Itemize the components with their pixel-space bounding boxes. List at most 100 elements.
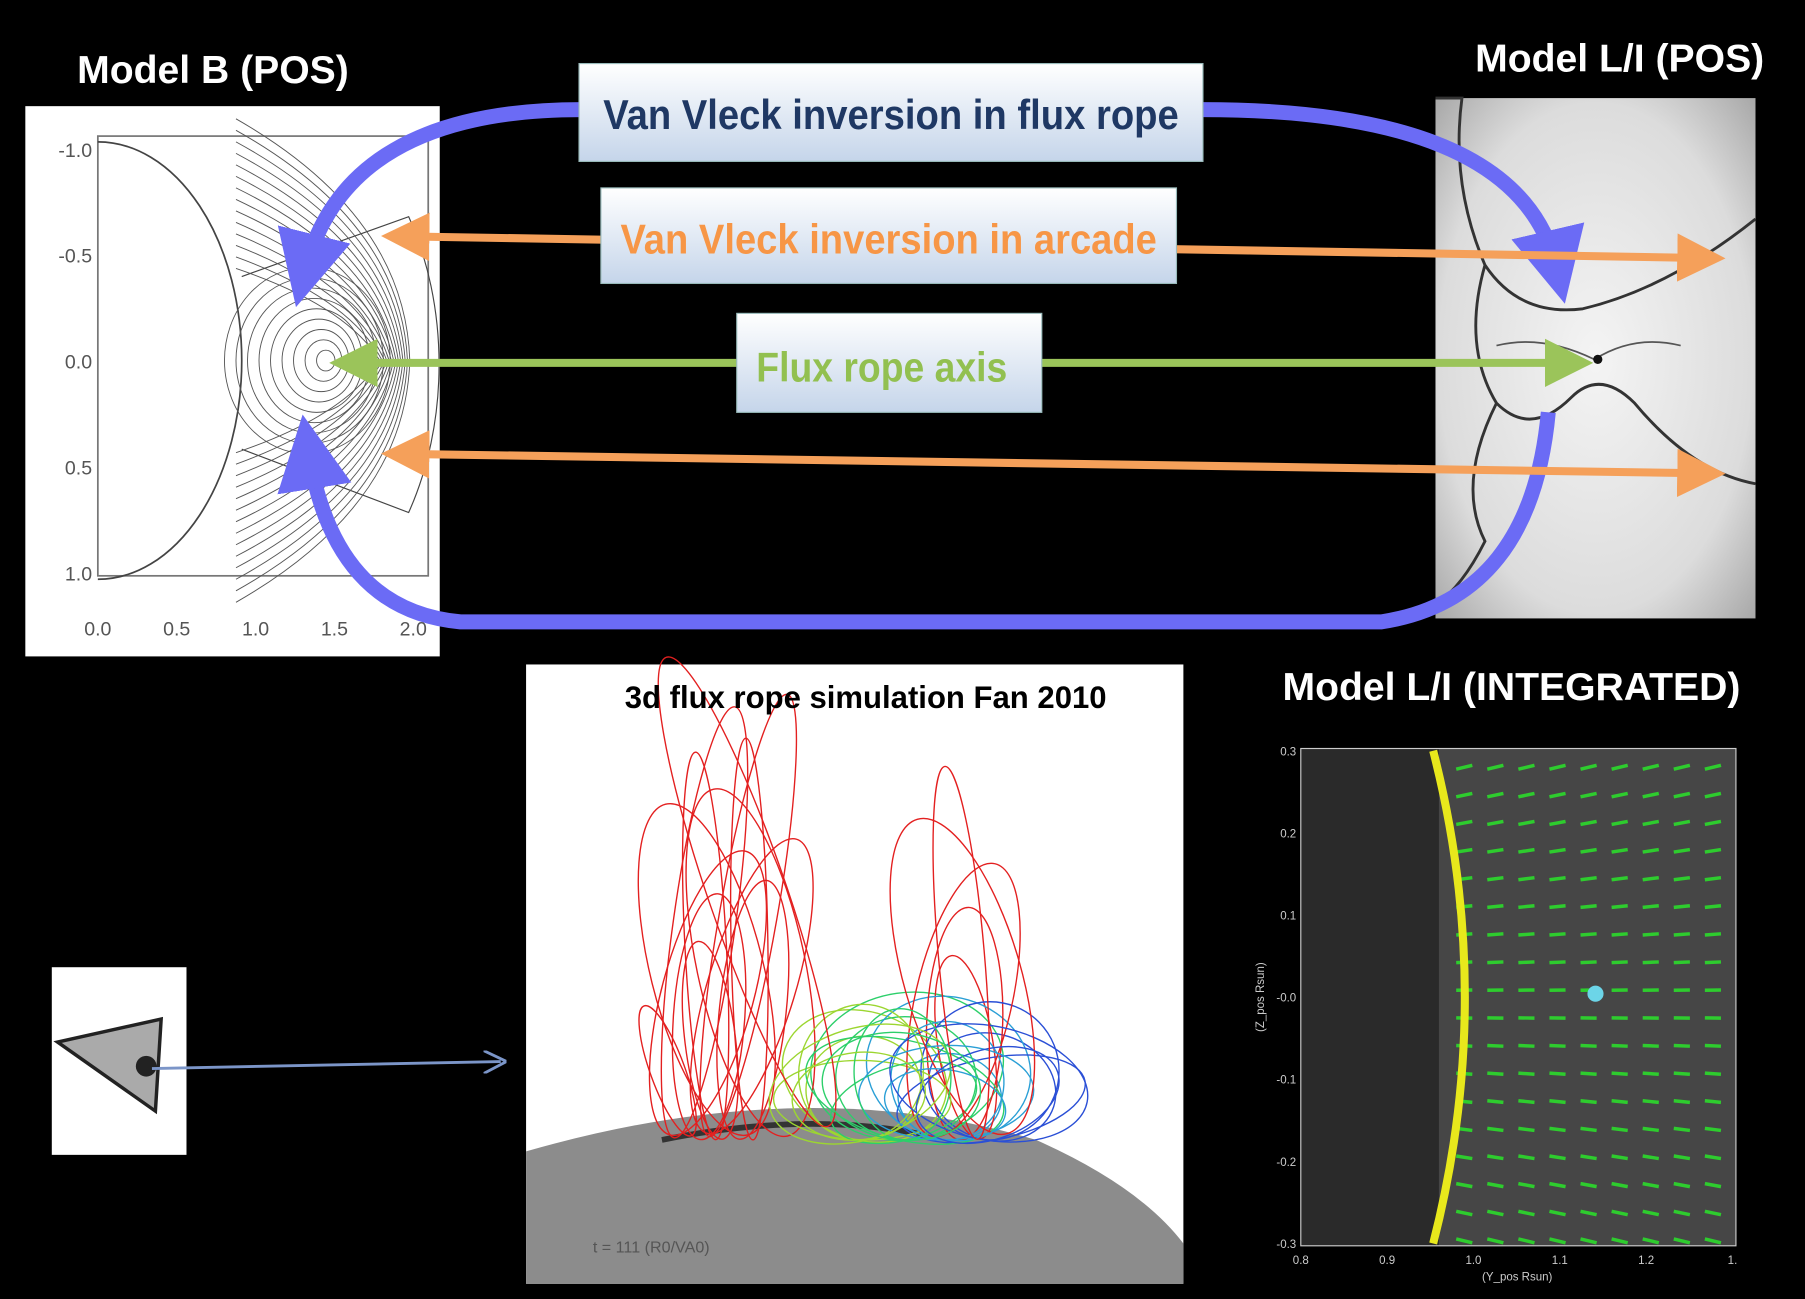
vector [1674,906,1690,908]
vector [1487,962,1503,963]
vector [1518,878,1534,880]
vector [1674,934,1690,935]
x-tick-label: 1. [1728,1255,1738,1267]
vector [1549,878,1565,880]
vector [1549,934,1565,935]
y-tick-label: 1.0 [65,563,92,585]
vector [1487,934,1503,935]
y-tick-label: -0.2 [1276,1157,1296,1169]
x-tick-label: 1.1 [1552,1255,1568,1267]
x-tick-label: 0.8 [1293,1255,1309,1267]
vector [1643,1101,1659,1103]
vector [1549,1128,1565,1130]
vector [1518,1101,1534,1103]
vector [1674,1045,1690,1046]
vector [1487,878,1503,880]
vector [1518,1045,1534,1046]
vector [1705,1045,1721,1046]
y-axis-label: (Z_pos Rsun) [1255,962,1267,1032]
vector [1581,906,1597,908]
vector [1612,906,1628,908]
vector [1674,962,1690,963]
vector [1581,962,1597,963]
vector [1487,1073,1503,1074]
x-tick-label: 0.5 [163,619,190,641]
x-tick-label: 2.0 [400,619,427,641]
time-label: t = 111 (R0/VA0) [593,1239,710,1257]
x-tick-label: 1.2 [1638,1255,1654,1267]
vector [1581,1045,1597,1046]
vector [1643,934,1659,935]
vector [1612,1128,1628,1130]
vector [1705,1128,1721,1130]
vector [1518,906,1534,908]
vector [1612,934,1628,935]
vector [1612,1101,1628,1103]
x-tick-label: 1.5 [321,619,348,641]
vector [1612,1045,1628,1046]
vector [1705,934,1721,935]
vector [1518,962,1534,963]
vector [1549,1101,1565,1103]
vector [1487,1045,1503,1046]
vector [1612,878,1628,880]
vector [1518,1128,1534,1130]
vector [1643,1073,1659,1074]
vector [1643,878,1659,880]
vector [1705,1073,1721,1074]
vector [1643,1045,1659,1046]
vector [1674,878,1690,880]
vector [1518,934,1534,935]
vector [1581,1128,1597,1130]
arcade-label: Van Vleck inversion in arcade [620,216,1156,263]
y-tick-label: 0.3 [1280,746,1296,758]
vector [1674,1128,1690,1130]
vector [1581,1101,1597,1103]
y-tick-label: -0.3 [1276,1239,1296,1251]
vector [1487,1101,1503,1103]
vector [1705,878,1721,880]
vector [1581,878,1597,880]
model-b-title: Model B (POS) [77,49,349,92]
x-tick-label: 1.0 [1465,1255,1481,1267]
simulation-title: 3d flux rope simulation Fan 2010 [625,680,1107,715]
simulation-panel [526,645,1183,1284]
y-tick-label: -0.0 [1276,993,1296,1005]
vector [1612,962,1628,963]
y-tick-label: 0.2 [1280,828,1296,840]
y-tick-label: 0.5 [65,458,92,480]
vector [1487,906,1503,908]
vector [1518,1073,1534,1074]
vector [1612,1073,1628,1074]
vector [1705,1101,1721,1103]
vector [1487,1128,1503,1130]
y-tick-label: -1.0 [58,140,92,162]
x-axis-label: (Y_pos Rsun) [1482,1271,1552,1283]
axis-label: Flux rope axis [756,343,1007,390]
model-li-pos-title: Model L/I (POS) [1475,38,1764,81]
y-tick-label: 0.1 [1280,911,1296,923]
x-tick-label: 0.9 [1379,1255,1395,1267]
vector [1549,1045,1565,1046]
model-li-integrated-panel [1301,748,1736,1245]
vector [1674,1073,1690,1074]
vector [1549,1073,1565,1074]
vector [1549,962,1565,963]
x-tick-label: 1.0 [242,619,269,641]
y-tick-label: 0.0 [65,352,92,374]
vector [1643,1128,1659,1130]
vector [1643,962,1659,963]
vector [1581,1073,1597,1074]
vector [1549,906,1565,908]
flux-rope-label: Van Vleck inversion in flux rope [603,91,1179,138]
vector [1705,962,1721,963]
vector [1643,906,1659,908]
model-li-integrated-title: Model L/I (INTEGRATED) [1283,666,1741,709]
vector [1674,1101,1690,1103]
x-tick-label: 0.0 [84,619,111,641]
vector [1705,906,1721,908]
y-tick-label: -0.1 [1276,1075,1296,1087]
vector [1581,934,1597,935]
y-tick-label: -0.5 [58,246,92,268]
slide: Model B (POS) Model L/I (POS) Van Vleck … [0,0,1805,1299]
